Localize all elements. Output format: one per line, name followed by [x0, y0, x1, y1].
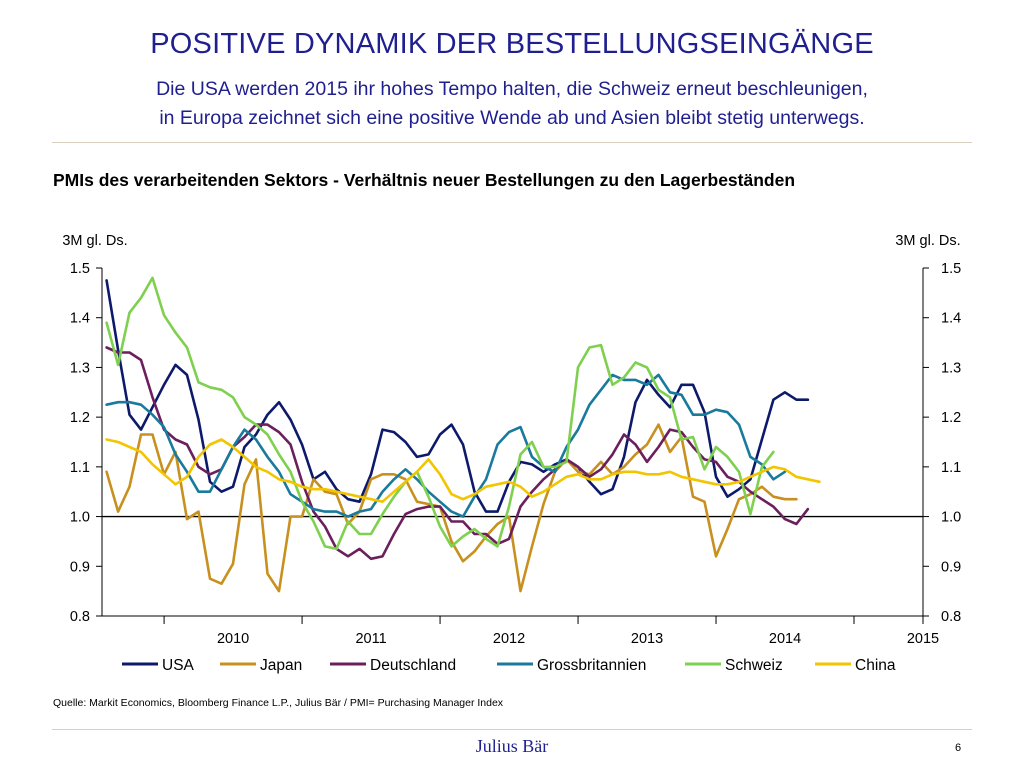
- y-tick-label-left: 0.9: [70, 559, 90, 575]
- series-line-deutschland: [105, 346, 810, 561]
- chart-series: [105, 276, 821, 593]
- slide-title: POSITIVE DYNAMIK DER BESTELLUNGSEINGÄNGE: [150, 28, 874, 60]
- x-tick-label: 2015: [907, 631, 939, 647]
- chart-axes: 0.8 0.8 0.9 0.9 1.0 1.0 1.1 1.1 1.2 1.2 1.3 1.3 1.4 1…: [70, 261, 961, 647]
- legend-label-usa: USA: [162, 657, 195, 674]
- x-tick-label: 2012: [493, 631, 525, 647]
- chart-title: PMIs des verarbeitenden Sektors - Verhäl…: [53, 170, 796, 190]
- y-tick-label-right: 1.4: [941, 311, 961, 327]
- y-tick-label-left: 1.1: [70, 460, 90, 476]
- y-tick-label-left: 1.4: [70, 311, 90, 327]
- legend-label-japan: Japan: [260, 657, 302, 674]
- y-tick-label-left: 0.8: [70, 609, 90, 625]
- y-tick-label-right: 1.3: [941, 360, 961, 376]
- series-line-japan: [105, 423, 798, 593]
- y-tick-label-right: 1.5: [941, 261, 961, 277]
- series-line-grossbritannien: [105, 373, 787, 518]
- bottom-divider: [52, 729, 972, 730]
- y-tick-label-left: 1.0: [70, 510, 90, 526]
- legend-label-grossbritannien: Grossbritannien: [537, 657, 646, 674]
- y-tick-label-right: 1.1: [941, 460, 961, 476]
- x-tick-label: 2010: [217, 631, 249, 647]
- page-number: 6: [955, 742, 962, 754]
- series-line-usa: [105, 279, 810, 513]
- x-tick-label: 2013: [631, 631, 663, 647]
- brand-logo-text: Julius Bär: [475, 736, 549, 756]
- legend-label-china: China: [855, 657, 896, 674]
- slide-subtitle: Die USA werden 2015 ihr hohes Tempo halt…: [0, 75, 1024, 133]
- series-line-schweiz: [105, 276, 775, 551]
- y-tick-label-left: 1.5: [70, 261, 90, 277]
- source-note: Quelle: Markit Economics, Bloomberg Fina…: [53, 697, 504, 709]
- top-divider: [52, 142, 972, 143]
- subtitle-line-2: in Europa zeichnet sich eine positive We…: [159, 107, 865, 129]
- y-axis-label-left: 3M gl. Ds.: [62, 233, 127, 249]
- x-tick-label: 2011: [355, 631, 386, 647]
- legend-label-schweiz: Schweiz: [725, 657, 783, 674]
- y-tick-label-right: 1.0: [941, 510, 961, 526]
- y-tick-label-left: 1.2: [70, 410, 90, 426]
- legend-label-deutschland: Deutschland: [370, 657, 456, 674]
- y-axis-label-right: 3M gl. Ds.: [895, 233, 960, 249]
- y-tick-label-left: 1.3: [70, 360, 90, 376]
- chart-legend: USA Japan Deutschland Grossbritannien Schwei…: [122, 657, 896, 674]
- series-line-china: [105, 438, 821, 504]
- subtitle-line-1: Die USA werden 2015 ihr hohes Tempo halt…: [156, 78, 868, 100]
- y-tick-label-right: 0.9: [941, 559, 961, 575]
- x-tick-label: 2014: [769, 631, 801, 647]
- y-tick-label-right: 0.8: [941, 609, 961, 625]
- y-tick-label-right: 1.2: [941, 410, 961, 426]
